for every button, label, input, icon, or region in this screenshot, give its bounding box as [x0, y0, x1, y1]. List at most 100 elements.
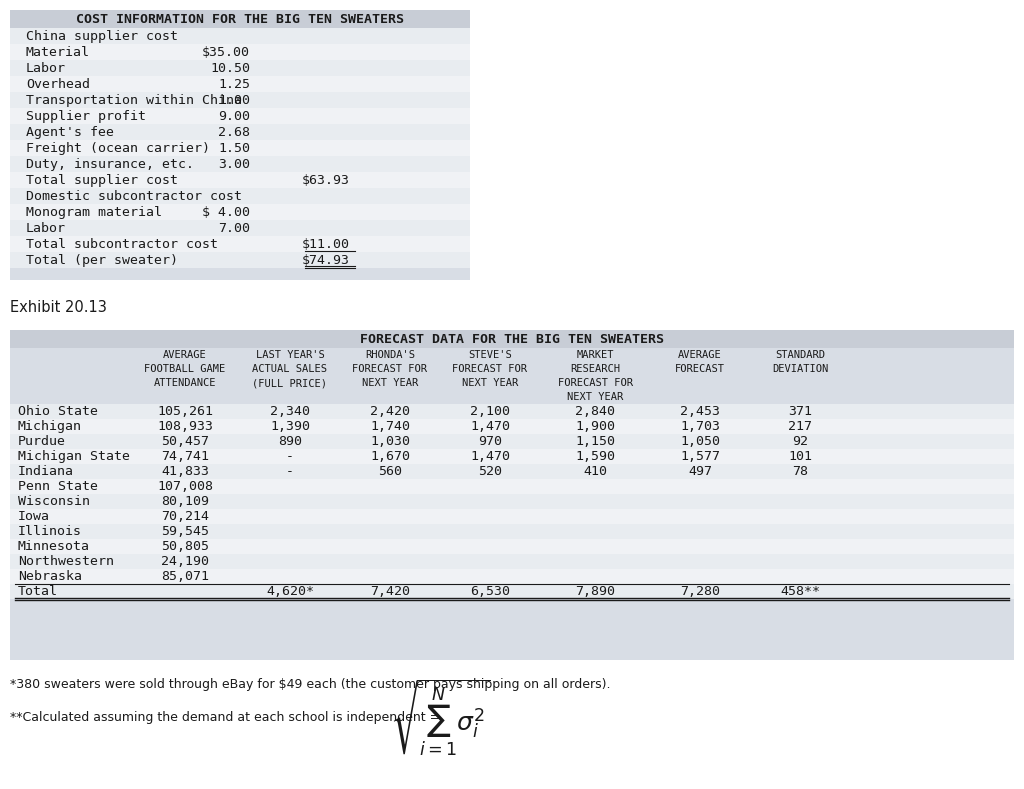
Text: MARKET: MARKET: [577, 350, 613, 360]
Text: Freight (ocean carrier): Freight (ocean carrier): [26, 141, 210, 155]
Text: NEXT YEAR: NEXT YEAR: [567, 392, 624, 402]
FancyBboxPatch shape: [10, 601, 1014, 660]
Text: NEXT YEAR: NEXT YEAR: [462, 378, 518, 388]
FancyBboxPatch shape: [10, 188, 470, 204]
Text: -: -: [286, 465, 294, 478]
Text: 2,420: 2,420: [370, 405, 410, 418]
FancyBboxPatch shape: [10, 28, 470, 44]
Text: 50,805: 50,805: [161, 540, 209, 553]
Text: ATTENDANCE: ATTENDANCE: [154, 378, 216, 388]
Text: Nebraska: Nebraska: [18, 570, 82, 583]
Text: 10.50: 10.50: [210, 62, 250, 74]
FancyBboxPatch shape: [10, 449, 1014, 464]
FancyBboxPatch shape: [10, 494, 1014, 509]
Text: DEVIATION: DEVIATION: [772, 364, 828, 374]
FancyBboxPatch shape: [10, 524, 1014, 539]
Text: 105,261: 105,261: [157, 405, 213, 418]
Text: RESEARCH: RESEARCH: [570, 364, 620, 374]
Text: 1.00: 1.00: [218, 94, 250, 107]
FancyBboxPatch shape: [10, 404, 1014, 419]
Text: 107,008: 107,008: [157, 480, 213, 493]
Text: 560: 560: [378, 465, 402, 478]
Text: Wisconsin: Wisconsin: [18, 495, 90, 508]
FancyBboxPatch shape: [10, 172, 470, 188]
Text: Ohio State: Ohio State: [18, 405, 98, 418]
Text: 50,457: 50,457: [161, 435, 209, 448]
Text: 1,470: 1,470: [470, 450, 510, 463]
Text: 4,620*: 4,620*: [266, 585, 314, 598]
FancyBboxPatch shape: [10, 419, 1014, 434]
Text: LAST YEAR'S: LAST YEAR'S: [256, 350, 325, 360]
Text: 80,109: 80,109: [161, 495, 209, 508]
Text: 9.00: 9.00: [218, 110, 250, 122]
Text: 1,590: 1,590: [575, 450, 615, 463]
FancyBboxPatch shape: [10, 204, 470, 220]
Text: 970: 970: [478, 435, 502, 448]
Text: China supplier cost: China supplier cost: [26, 29, 178, 43]
Text: Exhibit 20.13: Exhibit 20.13: [10, 300, 106, 315]
FancyBboxPatch shape: [10, 76, 470, 92]
Text: Transportation within China: Transportation within China: [26, 94, 242, 107]
Text: 410: 410: [583, 465, 607, 478]
FancyBboxPatch shape: [10, 434, 1014, 449]
FancyBboxPatch shape: [10, 236, 470, 252]
Text: 1,670: 1,670: [370, 450, 410, 463]
Text: FORECAST: FORECAST: [675, 364, 725, 374]
Text: Domestic subcontractor cost: Domestic subcontractor cost: [26, 189, 242, 203]
Text: Michigan: Michigan: [18, 420, 82, 433]
Text: 3.00: 3.00: [218, 158, 250, 170]
Text: 1,703: 1,703: [680, 420, 720, 433]
Text: 1,577: 1,577: [680, 450, 720, 463]
Text: 101: 101: [788, 450, 812, 463]
FancyBboxPatch shape: [10, 539, 1014, 554]
Text: 24,190: 24,190: [161, 555, 209, 568]
FancyBboxPatch shape: [10, 220, 470, 236]
Text: 371: 371: [788, 405, 812, 418]
Text: 497: 497: [688, 465, 712, 478]
Text: 7.00: 7.00: [218, 222, 250, 234]
Text: 78: 78: [792, 465, 808, 478]
Text: Total: Total: [18, 585, 58, 598]
Text: 7,280: 7,280: [680, 585, 720, 598]
FancyBboxPatch shape: [10, 584, 1014, 599]
FancyBboxPatch shape: [10, 92, 470, 108]
FancyBboxPatch shape: [10, 479, 1014, 494]
Text: Material: Material: [26, 46, 90, 58]
Text: 2,453: 2,453: [680, 405, 720, 418]
Text: AVERAGE: AVERAGE: [678, 350, 722, 360]
Text: $11.00: $11.00: [302, 237, 350, 250]
Text: Agent's fee: Agent's fee: [26, 125, 114, 139]
Text: 92: 92: [792, 435, 808, 448]
Text: 1,900: 1,900: [575, 420, 615, 433]
Text: $74.93: $74.93: [302, 253, 350, 267]
Text: ACTUAL SALES: ACTUAL SALES: [253, 364, 328, 374]
Text: 217: 217: [788, 420, 812, 433]
Text: FOOTBALL GAME: FOOTBALL GAME: [144, 364, 225, 374]
FancyBboxPatch shape: [10, 10, 470, 280]
Text: FORECAST FOR: FORECAST FOR: [453, 364, 527, 374]
Text: Indiana: Indiana: [18, 465, 74, 478]
Text: 6,530: 6,530: [470, 585, 510, 598]
Text: 2,340: 2,340: [270, 405, 310, 418]
Text: RHONDA'S: RHONDA'S: [365, 350, 415, 360]
Text: $\sqrt{\sum_{i=1}^{N} \sigma_i^2}$: $\sqrt{\sum_{i=1}^{N} \sigma_i^2}$: [390, 678, 490, 758]
Text: NEXT YEAR: NEXT YEAR: [361, 378, 418, 388]
Text: 1,390: 1,390: [270, 420, 310, 433]
Text: Duty, insurance, etc.: Duty, insurance, etc.: [26, 158, 194, 170]
Text: FORECAST DATA FOR THE BIG TEN SWEATERS: FORECAST DATA FOR THE BIG TEN SWEATERS: [360, 332, 664, 346]
Text: 1,030: 1,030: [370, 435, 410, 448]
Text: AVERAGE: AVERAGE: [163, 350, 207, 360]
Text: 41,833: 41,833: [161, 465, 209, 478]
FancyBboxPatch shape: [10, 124, 470, 140]
Text: 520: 520: [478, 465, 502, 478]
FancyBboxPatch shape: [10, 509, 1014, 524]
FancyBboxPatch shape: [10, 108, 470, 124]
Text: COST INFORMATION FOR THE BIG TEN SWEATERS: COST INFORMATION FOR THE BIG TEN SWEATER…: [76, 13, 404, 25]
Text: 890: 890: [278, 435, 302, 448]
Text: Illinois: Illinois: [18, 525, 82, 538]
FancyBboxPatch shape: [10, 464, 1014, 479]
Text: Labor: Labor: [26, 62, 66, 74]
Text: STANDARD: STANDARD: [775, 350, 825, 360]
Text: 1.50: 1.50: [218, 141, 250, 155]
Text: Total supplier cost: Total supplier cost: [26, 174, 178, 186]
